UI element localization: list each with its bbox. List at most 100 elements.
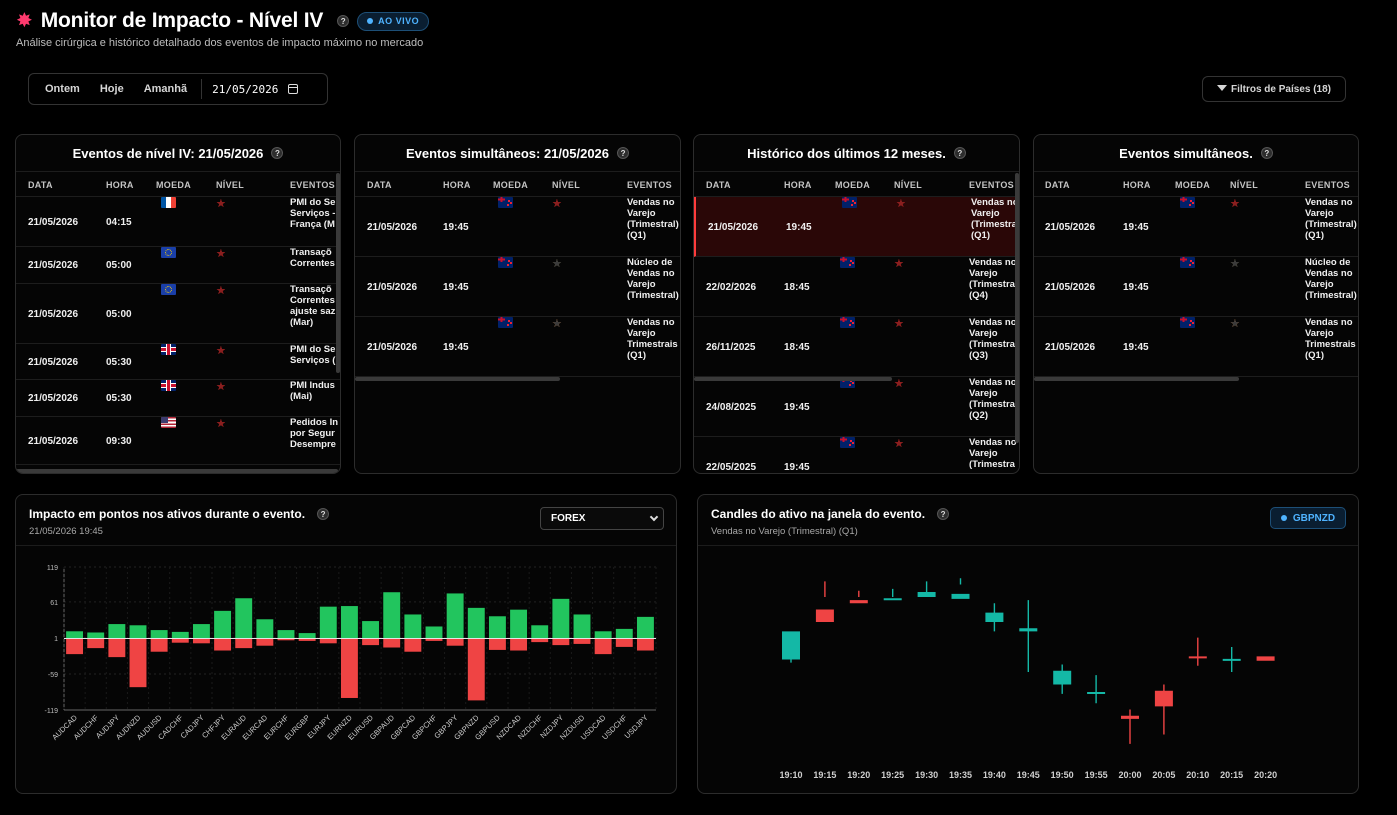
column-header-date[interactable]: DATA [1045,180,1070,190]
column-header-date[interactable]: DATA [28,180,53,190]
star-icon: ★ [216,198,226,210]
table-row[interactable]: 21/05/2026 05:00 ★ ★ ★ ★ Transaçõ Correntes [16,247,340,284]
horizontal-scrollbar[interactable] [1034,377,1239,381]
column-header-date[interactable]: DATA [367,180,392,190]
tomorrow-button[interactable]: Amanhã [143,83,188,95]
help-icon[interactable]: ? [1260,147,1273,159]
column-header-events[interactable]: EVENTOS [969,180,1014,190]
table-row[interactable]: 21/05/2026 19:45 ★ ★ ★ ★ Vendas no Varejo Trim… [1034,317,1358,377]
star-icon: ★ [216,381,226,393]
vertical-scrollbar[interactable] [336,173,340,373]
row-time: 18:45 [784,341,810,353]
page-title: Monitor de Impacto - Nível IV [40,9,324,32]
column-header-currency[interactable]: MOEDA [493,180,528,190]
column-header-date[interactable]: DATA [706,180,731,190]
star-icon: ★ [552,198,562,210]
day-selector: Ontem Hoje Amanhã 21/05/2026 [28,73,328,105]
column-header-events[interactable]: EVENTOS [627,180,672,190]
candle-body [985,612,1004,622]
bar-positive [594,631,612,639]
bar-negative [446,638,464,646]
y-tick-label: 61 [50,600,58,607]
column-header-level[interactable]: NÍVEL [894,180,923,190]
row-time: 19:45 [1123,221,1149,233]
help-icon[interactable]: ? [937,508,950,520]
column-header-currency[interactable]: MOEDA [835,180,870,190]
table-row[interactable]: 22/02/2026 18:45 ★ ★ ★ ★ Vendas no Varejo (Tri… [694,257,1019,317]
filter-icon [1216,85,1227,91]
help-icon[interactable]: ? [337,15,350,27]
bar-positive [488,616,506,639]
candle-body [1019,628,1038,632]
row-event: Vendas no Varejo (Trimestra (Q1) [971,197,1019,241]
impact-burst-icon: ✸ [16,10,33,32]
bar-negative [108,638,126,658]
table-row[interactable]: 21/05/2026 04:15 ★ ★ ★ ★ PMI do Se Serviços - … [16,197,340,247]
divider [16,545,676,546]
impact-chart-subtitle: 21/05/2026 19:45 [29,526,103,537]
column-header-level[interactable]: NÍVEL [1230,180,1259,190]
bar-negative [488,638,506,650]
column-header-events[interactable]: EVENTOS [290,180,335,190]
table-row[interactable]: 21/05/2026 19:45 ★ ★ ★ ★ Vendas no Varejo (Tri… [1034,197,1358,257]
help-icon[interactable]: ? [953,147,966,159]
flag-nz-icon [1180,197,1195,208]
x-tick-label: 19:20 [847,770,870,780]
column-header-events[interactable]: EVENTOS [1305,180,1350,190]
column-header-time[interactable]: HORA [106,180,134,190]
impact-chart-title: Impacto em pontos nos ativos durante o e… [29,507,306,521]
vertical-scrollbar[interactable] [1015,173,1019,443]
column-header-time[interactable]: HORA [443,180,471,190]
calendar-icon[interactable] [288,84,299,94]
column-header-currency[interactable]: MOEDA [156,180,191,190]
star-icon: ★ [896,198,906,210]
column-header-time[interactable]: HORA [784,180,812,190]
today-button[interactable]: Hoje [99,83,124,95]
star-icon: ★ [894,258,904,270]
horizontal-scrollbar[interactable] [694,377,892,381]
bar-negative [319,638,337,644]
row-time: 19:45 [443,281,469,293]
column-header-level[interactable]: NÍVEL [216,180,245,190]
divider [698,545,1358,546]
bar-positive [340,606,358,639]
table-row[interactable]: 21/05/2026 19:45 ★ ★ ★ ★ Núcleo de Vendas no V… [355,257,680,317]
impact-chart-panel: Impacto em pontos nos ativos durante o e… [15,494,677,794]
column-header-time[interactable]: HORA [1123,180,1151,190]
help-icon[interactable]: ? [271,147,284,159]
table-row[interactable]: 21/05/2026 05:30 ★ ★ ★ ★ PMI do Se Serviços ( [16,344,340,380]
row-event: Núcleo de Vendas no Varejo (Trimestral) [1305,257,1357,301]
x-tick-label: 19:55 [1085,770,1108,780]
table-row[interactable]: 21/05/2026 19:45 ★ ★ ★ ★ Vendas no Varejo (Tri… [355,197,680,257]
table-row[interactable]: 22/05/2025 19:45 ★ ★ ★ ★ Vendas no Varejo (Tri… [694,437,1019,473]
column-header-currency[interactable]: MOEDA [1175,180,1210,190]
row-date: 21/05/2026 [28,308,79,320]
country-filter-button[interactable]: Filtros de Países (18) [1202,76,1346,102]
bar-positive [66,631,84,639]
help-icon[interactable]: ? [617,147,630,159]
table-row[interactable]: 21/05/2026 05:30 ★ ★ ★ ★ PMI Indus (Mai) [16,380,340,417]
column-header-level[interactable]: NÍVEL [552,180,581,190]
row-event: Transaçõ Correntes [290,247,335,269]
row-event: PMI do Se Serviços ( [290,344,336,366]
star-icon: ★ [1230,318,1240,330]
table-row[interactable]: 24/08/2025 19:45 ★ ★ ★ ★ Vendas no Varejo (Tri… [694,377,1019,437]
horizontal-scrollbar[interactable] [16,469,338,473]
bar-negative [425,638,443,641]
date-input[interactable]: 21/05/2026 [206,83,299,96]
horizontal-scrollbar[interactable] [355,377,560,381]
table-row[interactable]: 26/11/2025 18:45 ★ ★ ★ ★ Vendas no Varejo (Tri… [694,317,1019,377]
table-row[interactable]: 21/05/2026 19:45 ★ ★ ★ ★ Vendas no Varejo (Tri… [694,197,1019,257]
market-select[interactable]: FOREX [540,507,664,530]
table-row[interactable]: 21/05/2026 19:45 ★ ★ ★ ★ Vendas no Varejo Trim… [355,317,680,377]
table-row[interactable]: 21/05/2026 05:00 ★ ★ ★ ★ Transaçõ Correntes aj… [16,284,340,344]
row-event: Transaçõ Correntes ajuste saz (Mar) [290,284,336,328]
x-tick-label: USDJPY [623,713,650,740]
table-row[interactable]: 21/05/2026 19:45 ★ ★ ★ ★ Núcleo de Vendas no V… [1034,257,1358,317]
x-tick-label: 19:50 [1051,770,1074,780]
help-icon[interactable]: ? [317,508,330,520]
star-icon: ★ [1230,258,1240,270]
table-row[interactable]: 21/05/2026 09:30 ★ ★ ★ ★ Pedidos In por Segur … [16,417,340,465]
row-time: 05:00 [106,260,132,271]
yesterday-button[interactable]: Ontem [45,83,80,95]
